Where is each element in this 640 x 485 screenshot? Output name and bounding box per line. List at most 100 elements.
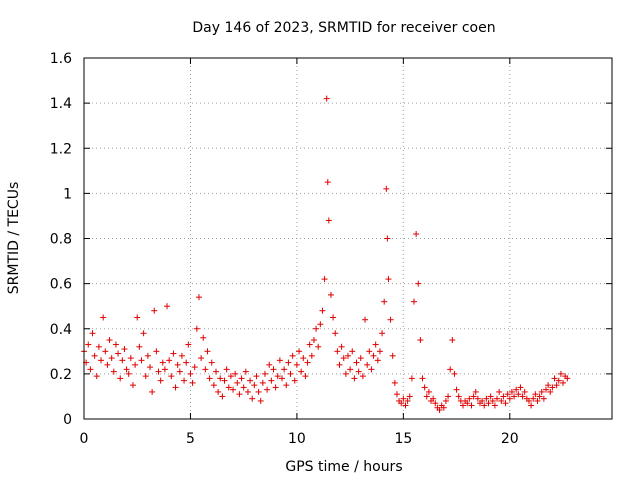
data-point xyxy=(468,402,475,409)
data-point xyxy=(474,395,481,402)
data-point xyxy=(285,359,292,366)
data-point xyxy=(379,330,386,337)
data-point xyxy=(225,384,232,391)
data-point xyxy=(255,388,262,395)
data-point xyxy=(170,350,177,357)
data-point xyxy=(287,370,294,377)
data-point xyxy=(464,400,471,407)
data-point xyxy=(240,384,247,391)
x-axis-label: GPS time / hours xyxy=(285,459,402,475)
data-point xyxy=(353,359,360,366)
data-point xyxy=(268,377,275,384)
data-point xyxy=(274,373,281,380)
data-point xyxy=(504,391,511,398)
data-point xyxy=(110,368,117,375)
data-point xyxy=(191,364,198,371)
data-point xyxy=(102,348,109,355)
data-point xyxy=(317,321,324,328)
data-point xyxy=(513,386,520,393)
data-point xyxy=(547,388,554,395)
data-point xyxy=(264,386,271,393)
data-point xyxy=(181,377,188,384)
data-point xyxy=(472,388,479,395)
data-point xyxy=(362,316,369,323)
data-point xyxy=(234,379,241,386)
data-point xyxy=(247,377,254,384)
data-point xyxy=(357,355,364,362)
data-point xyxy=(279,375,285,382)
data-point xyxy=(117,375,124,382)
data-point xyxy=(483,395,490,402)
data-point xyxy=(230,386,237,393)
data-point xyxy=(200,334,207,341)
data-point xyxy=(489,397,496,404)
data-point xyxy=(149,388,156,395)
data-point xyxy=(95,343,102,350)
data-point xyxy=(213,368,219,375)
data-point xyxy=(349,348,356,355)
data-point xyxy=(125,370,132,377)
data-point xyxy=(398,400,405,407)
data-point xyxy=(325,217,332,224)
data-point xyxy=(381,298,388,305)
data-point xyxy=(389,352,396,359)
data-point xyxy=(208,359,215,366)
y-tick-label: 1.2 xyxy=(50,141,72,157)
y-axis-label: SRMTID / TECUs xyxy=(6,182,22,295)
y-tick-label: 1.4 xyxy=(50,96,72,112)
data-point xyxy=(525,397,532,404)
data-point xyxy=(374,357,381,364)
data-point xyxy=(436,406,443,413)
data-point xyxy=(508,388,515,395)
data-point xyxy=(315,343,322,350)
data-point xyxy=(257,397,264,404)
data-point xyxy=(115,350,122,357)
data-point xyxy=(432,400,439,407)
data-point xyxy=(459,402,466,409)
data-point xyxy=(166,357,173,364)
data-point xyxy=(323,95,330,102)
data-point xyxy=(449,337,456,344)
data-point xyxy=(313,325,320,332)
data-point xyxy=(340,355,347,362)
data-point xyxy=(430,395,437,402)
data-point xyxy=(455,393,462,400)
data-point xyxy=(106,337,113,344)
data-point xyxy=(530,395,537,402)
chart-title: Day 146 of 2023, SRMTID for receiver coe… xyxy=(192,20,495,36)
data-point xyxy=(479,397,486,404)
data-point xyxy=(319,307,326,314)
data-point xyxy=(553,382,560,389)
data-point xyxy=(564,375,571,382)
data-point xyxy=(506,395,513,402)
data-point xyxy=(185,341,192,348)
data-point xyxy=(87,366,94,373)
y-tick-label: 0.8 xyxy=(50,232,72,248)
data-point xyxy=(528,402,535,409)
data-point xyxy=(112,341,119,348)
y-tick-label: 1.6 xyxy=(50,51,72,67)
y-tick-label: 0.6 xyxy=(50,277,72,293)
data-point xyxy=(402,402,409,409)
data-point xyxy=(217,375,224,382)
data-point xyxy=(421,384,428,391)
data-point xyxy=(470,393,477,400)
data-point xyxy=(560,379,567,386)
data-point xyxy=(238,375,245,382)
data-point xyxy=(451,370,458,377)
data-point xyxy=(174,361,181,368)
data-point xyxy=(355,368,362,375)
data-point xyxy=(384,235,391,242)
data-point xyxy=(93,373,100,380)
data-point xyxy=(408,375,415,382)
data-point xyxy=(549,384,556,391)
data-point xyxy=(296,348,303,355)
data-point xyxy=(368,366,375,373)
data-point xyxy=(293,361,300,368)
data-point xyxy=(411,298,417,305)
data-point xyxy=(515,391,522,398)
data-point xyxy=(517,384,524,391)
x-tick-label: 10 xyxy=(288,431,306,447)
data-point xyxy=(538,388,545,395)
